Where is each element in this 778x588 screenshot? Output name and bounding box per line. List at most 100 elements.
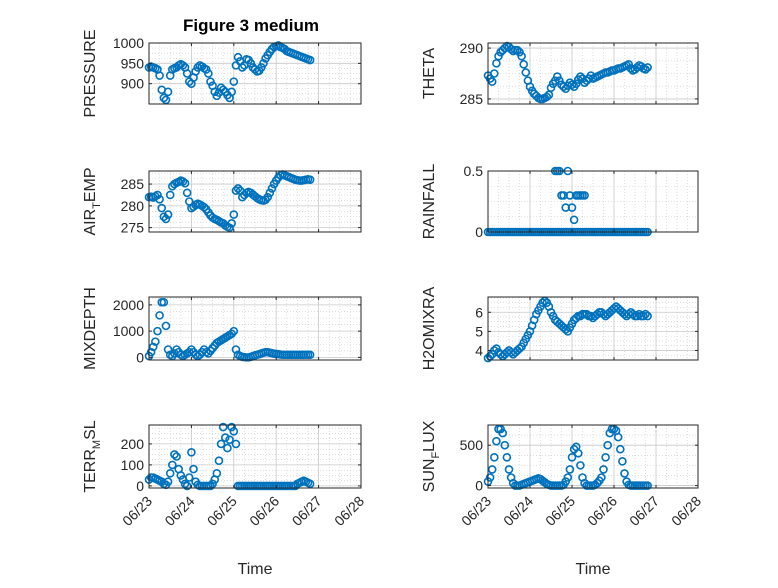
data-point (563, 473, 573, 482)
data-point (643, 481, 652, 490)
data-point (204, 69, 213, 78)
data-point (576, 461, 585, 470)
data-point (148, 342, 158, 352)
data-point (576, 72, 585, 81)
data-point (223, 443, 232, 453)
data-point (597, 473, 606, 482)
y-tick-label: 1000 (113, 35, 144, 51)
data-point (153, 326, 162, 336)
y-axis-label: H2OMIXRA (421, 286, 438, 370)
y-tick-label: 5 (475, 323, 483, 339)
data-point (567, 80, 577, 89)
data-point (573, 448, 583, 458)
data-point (163, 345, 173, 354)
data-point (615, 444, 625, 454)
y-tick-label: 290 (460, 40, 484, 56)
data-point (237, 63, 247, 72)
axes-box (148, 424, 362, 489)
data-point (214, 456, 224, 466)
data-point (542, 92, 552, 102)
data-point (155, 311, 164, 320)
data-point (155, 195, 164, 204)
y-axis-label: TERRMSL (82, 420, 103, 492)
data-point (163, 210, 173, 219)
data-point (525, 82, 535, 92)
data-point (218, 422, 228, 432)
data-point (571, 313, 581, 323)
y-tick-label: 4 (475, 342, 483, 358)
axes-box (487, 42, 699, 105)
data-point (227, 87, 236, 97)
x-tick-label: 06/28 (331, 493, 367, 529)
data-point (233, 184, 243, 193)
data-point (231, 345, 241, 354)
x-tick-label: 06/25 (204, 493, 240, 529)
data-point (237, 192, 247, 202)
y-tick-label: 280 (121, 198, 145, 214)
x-tick-label: 06/27 (289, 493, 325, 529)
x-tick-label: 06/24 (500, 493, 536, 529)
data-point (582, 309, 592, 319)
data-point (216, 439, 226, 449)
axes-box (148, 170, 362, 233)
x-axis-label: Time (238, 561, 273, 578)
data-point (208, 479, 217, 489)
data-point (639, 311, 648, 321)
data-point (624, 60, 634, 69)
data-point (643, 63, 652, 72)
data-point (178, 177, 188, 186)
x-tick-label: 06/25 (542, 493, 578, 529)
data-point (221, 433, 230, 442)
x-tick-label: 06/26 (584, 493, 620, 529)
data-point (172, 452, 181, 461)
x-tick-label: 06/28 (668, 493, 704, 529)
data-point (151, 337, 160, 346)
data-point (225, 223, 234, 232)
data-point (487, 465, 497, 474)
data-point (231, 439, 241, 449)
y-tick-label: 500 (460, 437, 484, 453)
data-point (498, 428, 508, 438)
data-point (561, 325, 571, 334)
subplot-sun_flux: 06/23 06/24 06/25 06/26 06/27 06/28 0 500 SUNFLU… (421, 420, 704, 578)
data-point (489, 453, 499, 462)
data-point (641, 309, 650, 319)
y-tick-label: 0.5 (464, 163, 484, 179)
x-tick-label: 06/23 (119, 493, 155, 529)
data-point (517, 51, 526, 61)
data-point (229, 326, 239, 336)
data-point (620, 469, 629, 478)
data-point (161, 214, 171, 224)
data-point (161, 95, 171, 105)
data-point (165, 468, 175, 478)
data-point (159, 212, 169, 222)
data-point (165, 190, 175, 200)
subplot-theta: 285 290 THETA (421, 40, 699, 107)
y-tick-label: 0 (475, 478, 483, 494)
data-point (305, 175, 315, 185)
data-point (218, 85, 228, 95)
data-point (159, 93, 169, 103)
y-tick-label: 0 (136, 478, 144, 494)
data-point (571, 79, 581, 88)
data-point (500, 440, 510, 450)
data-point (305, 350, 315, 360)
y-axis-label: THETA (421, 48, 438, 100)
data-point (305, 55, 315, 65)
data-point (513, 45, 522, 55)
data-point (274, 41, 283, 50)
axes-box (148, 42, 362, 105)
subplot-air_temp: 275 280 285 AIRTEMP (82, 167, 362, 236)
data-point (567, 453, 577, 462)
y-axis-label: PRESSURE (82, 29, 99, 117)
subplot-mixdepth: 0 1000 2000 MIXDEPTH (82, 287, 362, 370)
data-point (182, 69, 192, 78)
data-point (265, 188, 275, 198)
data-point (168, 460, 177, 470)
data-point (182, 481, 192, 491)
y-axis-label: AIRTEMP (82, 167, 103, 235)
data-point (263, 192, 273, 202)
data-point (176, 471, 186, 480)
